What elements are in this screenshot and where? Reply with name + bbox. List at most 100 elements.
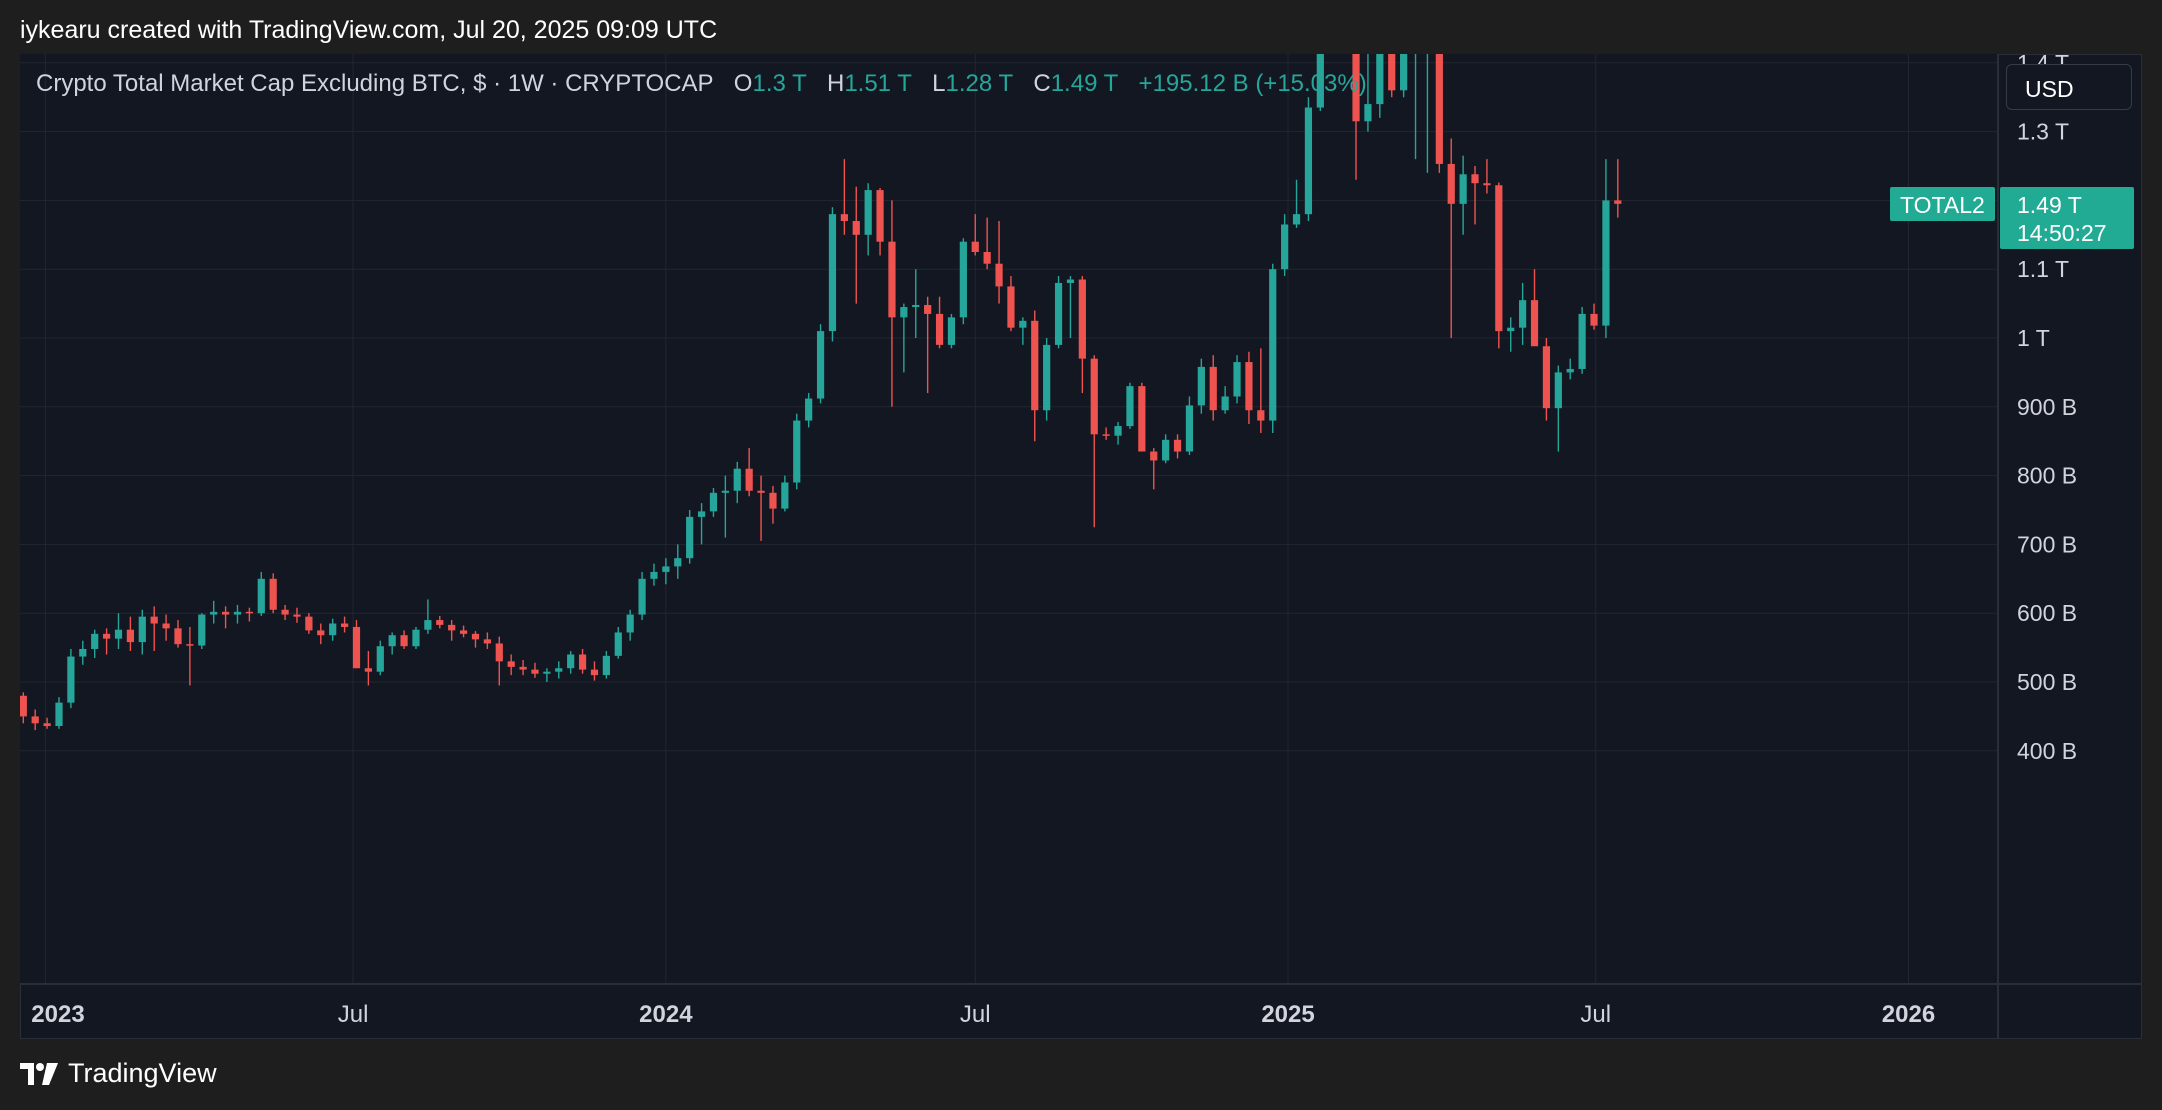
candle [329,618,337,641]
candle [1197,358,1205,414]
candle [483,632,491,649]
candle-body [352,626,361,669]
candle-body [1554,372,1562,409]
candle-body [1483,183,1491,186]
candle [1316,54,1324,111]
candle [471,631,480,648]
candle-body [626,614,634,633]
candle-body [650,571,658,579]
candle-body [900,307,908,318]
candle-body [781,482,789,509]
candle-body [221,611,230,615]
candle [900,303,908,373]
candle [281,604,289,621]
low-label: L [932,70,946,97]
candle-body [674,558,682,567]
candle-body [245,611,253,614]
candle-body [543,671,551,674]
candle-body [257,578,265,614]
candle-body [935,313,944,345]
candle [638,571,646,621]
candle-body [43,723,51,727]
candle [1459,155,1467,235]
candle [1376,54,1384,118]
candle [1471,166,1479,225]
candle [543,668,551,682]
candle-body [614,632,622,656]
candle-body [150,616,158,624]
candle-body [1221,396,1229,411]
candle-body [1162,439,1170,461]
candle-body [1602,200,1610,326]
symbol-legend: Crypto Total Market Cap Excluding BTC, $… [36,70,1367,98]
candle-body [1352,54,1360,122]
candle-body [555,668,563,672]
candle-body [114,629,123,639]
candle-body [1376,54,1384,105]
high-label: H [826,70,845,97]
candle-body [1066,279,1075,283]
candle-body [686,516,694,559]
candle-body [1507,327,1515,332]
candle-body [769,492,777,509]
candle [662,558,670,585]
candle-body [174,628,182,645]
candle-body [733,468,741,491]
close-label: C [1033,70,1051,97]
candle [1090,355,1098,528]
candle [459,625,468,638]
candle [852,186,860,304]
candle-body [448,624,456,631]
candle-body [424,620,432,630]
candle-body [1435,54,1443,164]
open-label: O [733,70,753,97]
candle [210,600,218,624]
chart-canvas[interactable]: 400 B 500 B 600 B 700 B 800 B 900 B 1 T 1.1 T 1.… [20,54,2142,1039]
candle [947,313,956,349]
symbol-title: Crypto Total Market Cap Excluding BTC, $… [36,70,714,97]
candle-body [1126,386,1134,427]
candle [805,393,813,428]
candle-body [1043,344,1051,411]
candle [1126,382,1134,429]
candle [912,269,920,338]
candle [1435,54,1443,173]
candle [1292,179,1301,228]
candle-body [1459,174,1467,204]
candle [1138,382,1146,452]
candle [1542,338,1551,421]
y-tick-label: 1.1 T [2017,256,2069,282]
candle [555,661,563,679]
tradingview-logo[interactable]: TradingView [20,1058,217,1089]
candles [20,54,1622,731]
candle-body [1245,362,1253,411]
candle [983,217,991,270]
currency-selector[interactable]: USD [2006,64,2132,110]
open-value: 1.3 T [752,70,807,97]
candle-body [67,656,75,703]
candle-body [364,668,372,672]
candle-body [210,611,218,615]
candle-body [840,214,848,222]
candle [150,606,158,652]
candle-body [412,629,420,647]
last-price-value: 1.49 T [2017,192,2082,218]
candle [1173,434,1182,459]
candle-body [1316,54,1324,108]
candle [1054,276,1063,349]
candle [531,662,539,678]
candle [138,609,146,655]
x-tick-label: 2025 [1261,1001,1314,1028]
candle-body [638,578,646,615]
candle-body [1566,368,1574,373]
candle [1066,276,1075,338]
candle [1114,421,1122,445]
candle [1257,348,1265,433]
x-tick-label: 2024 [639,1001,693,1028]
candle-body [1281,224,1289,270]
candle [245,607,253,622]
candle-body [531,669,539,674]
candle-body [305,616,313,631]
candle [757,475,765,541]
candle-body [1471,174,1479,184]
